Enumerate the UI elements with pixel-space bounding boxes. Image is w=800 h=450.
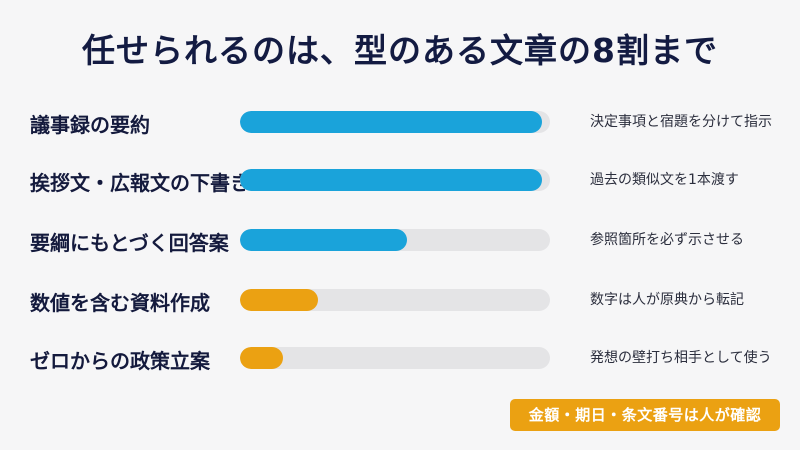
row-guideline-answers: 要綱にもとづく回答案 参照箇所を必ず示させる bbox=[0, 220, 800, 260]
row-note: 数字は人が原典から転記 bbox=[590, 292, 744, 308]
row-label: 議事録の要約 bbox=[30, 113, 150, 137]
row-label: 挨拶文・広報文の下書き bbox=[30, 171, 250, 195]
progress-fill bbox=[240, 169, 543, 191]
footer-badge: 金額・期日・条文番号は人が確認 bbox=[510, 399, 780, 431]
progress-track bbox=[240, 169, 550, 191]
row-numeric-documents: 数値を含む資料作成 数字は人が原典から転記 bbox=[0, 280, 800, 320]
row-note: 決定事項と宿題を分けて指示 bbox=[590, 114, 772, 130]
row-minutes-summary: 議事録の要約 決定事項と宿題を分けて指示 bbox=[0, 102, 800, 142]
progress-fill bbox=[240, 111, 543, 133]
row-note: 発想の壁打ち相手として使う bbox=[590, 350, 772, 366]
row-greeting-drafts: 挨拶文・広報文の下書き 過去の類似文を1本渡す bbox=[0, 160, 800, 200]
progress-fill bbox=[240, 289, 318, 311]
row-note: 過去の類似文を1本渡す bbox=[590, 172, 739, 188]
progress-track bbox=[240, 347, 550, 369]
progress-track bbox=[240, 289, 550, 311]
row-label: 要綱にもとづく回答案 bbox=[30, 231, 229, 255]
row-label: 数値を含む資料作成 bbox=[30, 291, 210, 315]
row-note: 参照箇所を必ず示させる bbox=[590, 232, 744, 248]
progress-track bbox=[240, 111, 550, 133]
page-title: 任せられるのは、型のある文章の8割まで bbox=[82, 31, 718, 70]
row-label: ゼロからの政策立案 bbox=[30, 349, 210, 373]
progress-fill bbox=[240, 229, 408, 251]
progress-track bbox=[240, 229, 550, 251]
row-policy-planning: ゼロからの政策立案 発想の壁打ち相手として使う bbox=[0, 338, 800, 378]
progress-fill bbox=[240, 347, 284, 369]
